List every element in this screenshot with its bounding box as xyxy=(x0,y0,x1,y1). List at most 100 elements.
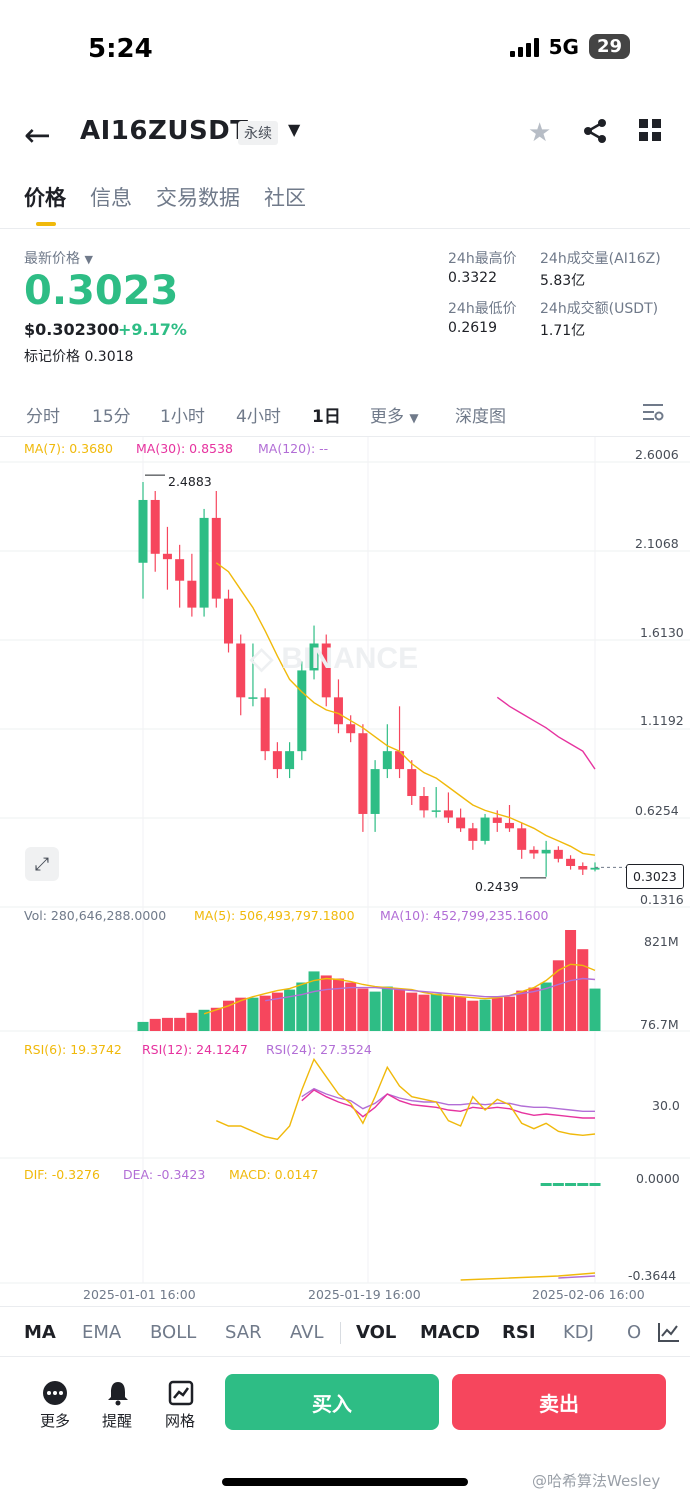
volume-bar xyxy=(418,994,430,1031)
page-tabs: 价格 信息 交易数据 社区 xyxy=(24,182,306,212)
sell-button[interactable]: 卖出 xyxy=(452,1374,666,1430)
candle-body xyxy=(211,517,221,599)
volume-bar xyxy=(332,978,344,1031)
chart-settings-icon[interactable] xyxy=(642,402,664,426)
y-tick: 1.6130 xyxy=(640,625,684,640)
ind-ema[interactable]: EMA xyxy=(82,1322,122,1343)
favorite-star-icon[interactable]: ★ xyxy=(528,118,552,148)
x-date-label: 2025-01-19 16:00 xyxy=(308,1287,421,1302)
candle-body xyxy=(248,697,258,699)
volume-bar xyxy=(381,986,393,1031)
volume-bar xyxy=(186,1012,198,1031)
volume-bar xyxy=(442,995,454,1031)
expand-chart-button[interactable]: ⤢ xyxy=(25,847,59,881)
candle-body xyxy=(272,751,282,770)
high-annotation: 2.4883 xyxy=(168,474,212,489)
mark-price: 标记价格 0.3018 xyxy=(24,349,134,365)
volume-bar xyxy=(516,990,528,1031)
ind-rsi[interactable]: RSI xyxy=(502,1322,536,1343)
ind-kdj[interactable]: KDJ xyxy=(563,1322,594,1343)
tab-info[interactable]: 信息 xyxy=(90,186,132,210)
ind-boll[interactable]: BOLL xyxy=(150,1322,197,1343)
ind-macd[interactable]: MACD xyxy=(420,1322,480,1343)
ind-ma[interactable]: MA xyxy=(24,1322,56,1343)
candle-body xyxy=(395,751,405,770)
volume-bar xyxy=(455,996,467,1031)
ma120-legend: MA(120): -- xyxy=(258,441,329,456)
candle-body xyxy=(321,643,331,698)
price-change: +9.17% xyxy=(118,320,187,339)
candle-body xyxy=(150,499,160,554)
vol-ma10-line xyxy=(265,977,596,1002)
tf-4h[interactable]: 4小时 xyxy=(236,407,281,427)
volume-bar xyxy=(198,1009,210,1031)
bell-icon[interactable] xyxy=(103,1380,133,1406)
tab-trading-data[interactable]: 交易数据 xyxy=(156,186,240,210)
volume-bar xyxy=(552,960,564,1031)
divider xyxy=(0,228,690,229)
dea-line xyxy=(558,1275,596,1279)
indicator-separator xyxy=(340,1322,341,1344)
status-indicators: 5G 29 xyxy=(509,34,630,59)
tf-1d[interactable]: 1日 xyxy=(312,407,341,427)
tab-community[interactable]: 社区 xyxy=(264,186,306,210)
buy-button[interactable]: 买入 xyxy=(225,1374,439,1430)
vol-ma5-line xyxy=(203,963,596,1015)
vol-tick: 821M xyxy=(644,934,679,949)
network-label: 5G xyxy=(548,34,579,59)
ma7-line xyxy=(215,562,596,856)
latest-price-label[interactable]: 最新价格 ▼ xyxy=(24,251,93,267)
macd-tick: -0.3644 xyxy=(628,1268,677,1283)
volume-bar xyxy=(369,991,381,1031)
ind-more[interactable]: O xyxy=(627,1322,642,1343)
symbol-dropdown-icon[interactable]: ▼ xyxy=(288,120,301,139)
ind-avl[interactable]: AVL xyxy=(290,1322,324,1343)
volume-bar xyxy=(345,982,357,1031)
signal-icon xyxy=(509,37,539,57)
rsi6-line xyxy=(216,1057,596,1141)
tf-15m[interactable]: 15分 xyxy=(92,407,131,427)
volume-bar xyxy=(589,988,601,1031)
tf-line[interactable]: 分时 xyxy=(26,407,60,427)
usd-price: $0.302300 xyxy=(24,320,120,339)
y-tick: 2.6006 xyxy=(635,447,679,462)
volume-bar xyxy=(284,989,296,1031)
candle-body xyxy=(260,697,270,752)
low-annotation: 0.2439 xyxy=(475,879,519,894)
candle-body xyxy=(407,769,417,797)
grid-menu-icon[interactable] xyxy=(638,118,662,149)
low-label: 24h最低价 xyxy=(448,301,517,317)
indicator-settings-icon[interactable] xyxy=(654,1322,680,1346)
symbol-title[interactable]: AI16ZUSDT xyxy=(80,116,249,146)
tf-depth[interactable]: 深度图 xyxy=(455,407,506,427)
more-label[interactable]: 更多 xyxy=(40,1412,71,1430)
tf-more[interactable]: 更多 ▼ xyxy=(370,407,419,427)
tf-1h[interactable]: 1小时 xyxy=(160,407,205,427)
volume-bar xyxy=(137,1021,149,1031)
tab-price[interactable]: 价格 xyxy=(24,186,66,210)
back-arrow-icon[interactable]: ← xyxy=(24,116,51,154)
status-time: 5:24 xyxy=(88,34,153,64)
candle-body xyxy=(370,769,380,814)
ind-sar[interactable]: SAR xyxy=(225,1322,262,1343)
grid-label[interactable]: 网格 xyxy=(165,1412,196,1430)
y-tick: 0.1316 xyxy=(640,892,684,907)
volume-bar xyxy=(320,975,332,1031)
volume-bar xyxy=(161,1017,173,1031)
grid-bot-icon[interactable] xyxy=(166,1380,196,1406)
share-icon[interactable] xyxy=(582,118,608,151)
vol-tick: 76.7M xyxy=(640,1017,679,1032)
volume-bar xyxy=(223,1000,235,1031)
ma30-legend: MA(30): 0.8538 xyxy=(136,441,233,456)
volume-bar xyxy=(259,995,271,1031)
alert-label[interactable]: 提醒 xyxy=(102,1412,133,1430)
kline-chart[interactable]: ◇ BINANCE xyxy=(0,437,690,1305)
macd-bar xyxy=(577,1183,589,1186)
volume-bar xyxy=(308,971,320,1031)
candle-body xyxy=(578,865,588,870)
more-icon[interactable] xyxy=(40,1380,70,1405)
candle-body xyxy=(431,810,441,812)
last-price: 0.3023 xyxy=(24,268,179,314)
volume-bar xyxy=(235,997,247,1031)
ind-vol[interactable]: VOL xyxy=(356,1322,397,1343)
